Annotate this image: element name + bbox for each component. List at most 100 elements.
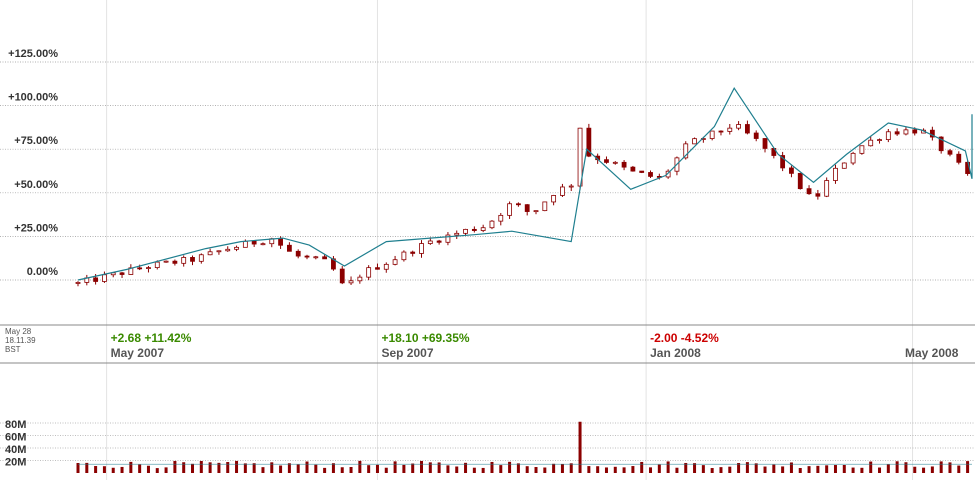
volume-bar-31: [349, 467, 353, 473]
price-axis-tick-label: +25.00%: [14, 222, 58, 234]
candle-body-72: [709, 130, 715, 139]
volume-bar-76: [745, 462, 749, 473]
volume-bar-21: [261, 467, 265, 473]
candle-body-35: [383, 263, 389, 270]
candle-body-5: [119, 272, 125, 275]
candle-body-7: [137, 267, 143, 270]
volume-bar-3: [102, 466, 106, 473]
candle-body-40: [427, 240, 433, 244]
volume-bar-47: [490, 461, 494, 473]
candle-body-31: [348, 280, 354, 284]
candle-body-52: [533, 210, 539, 213]
volume-bar-39: [420, 460, 424, 473]
candle-body-10: [163, 260, 169, 263]
candle-body-60: [604, 159, 609, 163]
volume-bar-53: [543, 467, 547, 473]
volume-bar-87: [842, 465, 846, 473]
volume-bar-92: [886, 464, 890, 473]
date-axis-label: Sep 2007: [381, 346, 433, 360]
volume-bar-94: [904, 462, 908, 473]
volume-bar-83: [807, 466, 811, 473]
volume-bar-69: [684, 462, 688, 473]
volume-bar-16: [217, 462, 221, 473]
candle-body-25: [295, 250, 301, 257]
volume-bar-28: [323, 467, 327, 473]
date-axis-label: May 2008: [905, 346, 959, 360]
volume-bar-67: [666, 461, 670, 473]
volume-bar-35: [384, 467, 388, 473]
volume-bar-68: [675, 467, 679, 473]
candle-body-21: [260, 243, 266, 246]
candle-body-32: [357, 276, 363, 282]
candle-body-38: [410, 251, 416, 254]
period-change-label: -2.00 -4.52%: [650, 331, 719, 345]
volume-axis-tick-label: 60M: [5, 432, 26, 444]
candle-body-98: [938, 136, 944, 152]
candle-body-73: [718, 130, 724, 133]
volume-bar-45: [472, 467, 476, 473]
volume-bar-2: [94, 466, 98, 473]
volume-bar-78: [763, 466, 767, 473]
volume-bar-58: [587, 466, 591, 473]
volume-bar-56: [569, 463, 573, 473]
candle-body-53: [542, 201, 548, 212]
candle-body-8: [146, 267, 151, 269]
candle-body-70: [692, 138, 697, 145]
volume-bar-65: [649, 467, 653, 473]
volume-bar-101: [966, 461, 970, 473]
volume-bar-86: [833, 465, 837, 473]
candle-body-65: [648, 172, 653, 177]
volume-bar-88: [851, 467, 855, 473]
volume-bar-24: [287, 463, 291, 473]
candle-body-48: [498, 214, 504, 222]
candle-body-13: [190, 257, 195, 262]
volume-bar-5: [120, 466, 124, 473]
volume-bar-4: [111, 467, 115, 473]
volume-bar-75: [737, 463, 741, 473]
candle-body-84: [815, 193, 821, 197]
volume-axis-tick-label: 20M: [5, 457, 26, 469]
candle-body-76: [744, 124, 750, 134]
volume-bar-66: [657, 464, 661, 473]
volume-bar-23: [279, 465, 283, 473]
candle-body-44: [463, 228, 468, 234]
volume-bar-9: [155, 468, 159, 473]
volume-bar-10: [164, 467, 168, 473]
candle-body-55: [560, 186, 565, 196]
candle-body-9: [154, 261, 160, 268]
candle-body-63: [630, 166, 636, 172]
volume-bar-81: [789, 462, 793, 473]
candle-body-3: [102, 274, 107, 282]
price-axis-tick-label: 0.00%: [27, 266, 58, 278]
volume-bar-71: [701, 465, 705, 473]
volume-bar-0: [76, 462, 80, 473]
candle-body-11: [172, 260, 178, 264]
volume-bar-33: [367, 465, 371, 473]
volume-bar-70: [693, 463, 697, 473]
volume-axis-tick-label: 40M: [5, 444, 26, 456]
candle-body-78: [762, 138, 768, 149]
candle-body-80: [780, 155, 786, 169]
candle-body-26: [304, 255, 310, 258]
candle-body-41: [436, 240, 442, 243]
volume-bar-44: [464, 462, 468, 473]
volume-bar-19: [243, 463, 247, 473]
volume-bar-100: [957, 465, 961, 473]
volume-bar-43: [455, 466, 459, 473]
volume-bar-82: [798, 468, 802, 473]
candle-body-24: [286, 244, 292, 252]
volume-bar-15: [208, 462, 212, 473]
volume-bar-55: [560, 463, 564, 473]
candle-body-58: [586, 127, 592, 157]
volume-bar-25: [296, 464, 300, 473]
candle-body-85: [824, 180, 830, 197]
period-change-label: +18.10 +69.35%: [381, 331, 469, 345]
volume-bar-52: [534, 467, 538, 473]
volume-bar-18: [235, 460, 239, 473]
candle-body-67: [665, 170, 671, 178]
volume-bar-95: [913, 466, 917, 473]
candle-body-42: [445, 234, 451, 243]
candle-body-19: [242, 240, 248, 248]
volume-bar-40: [428, 462, 432, 473]
